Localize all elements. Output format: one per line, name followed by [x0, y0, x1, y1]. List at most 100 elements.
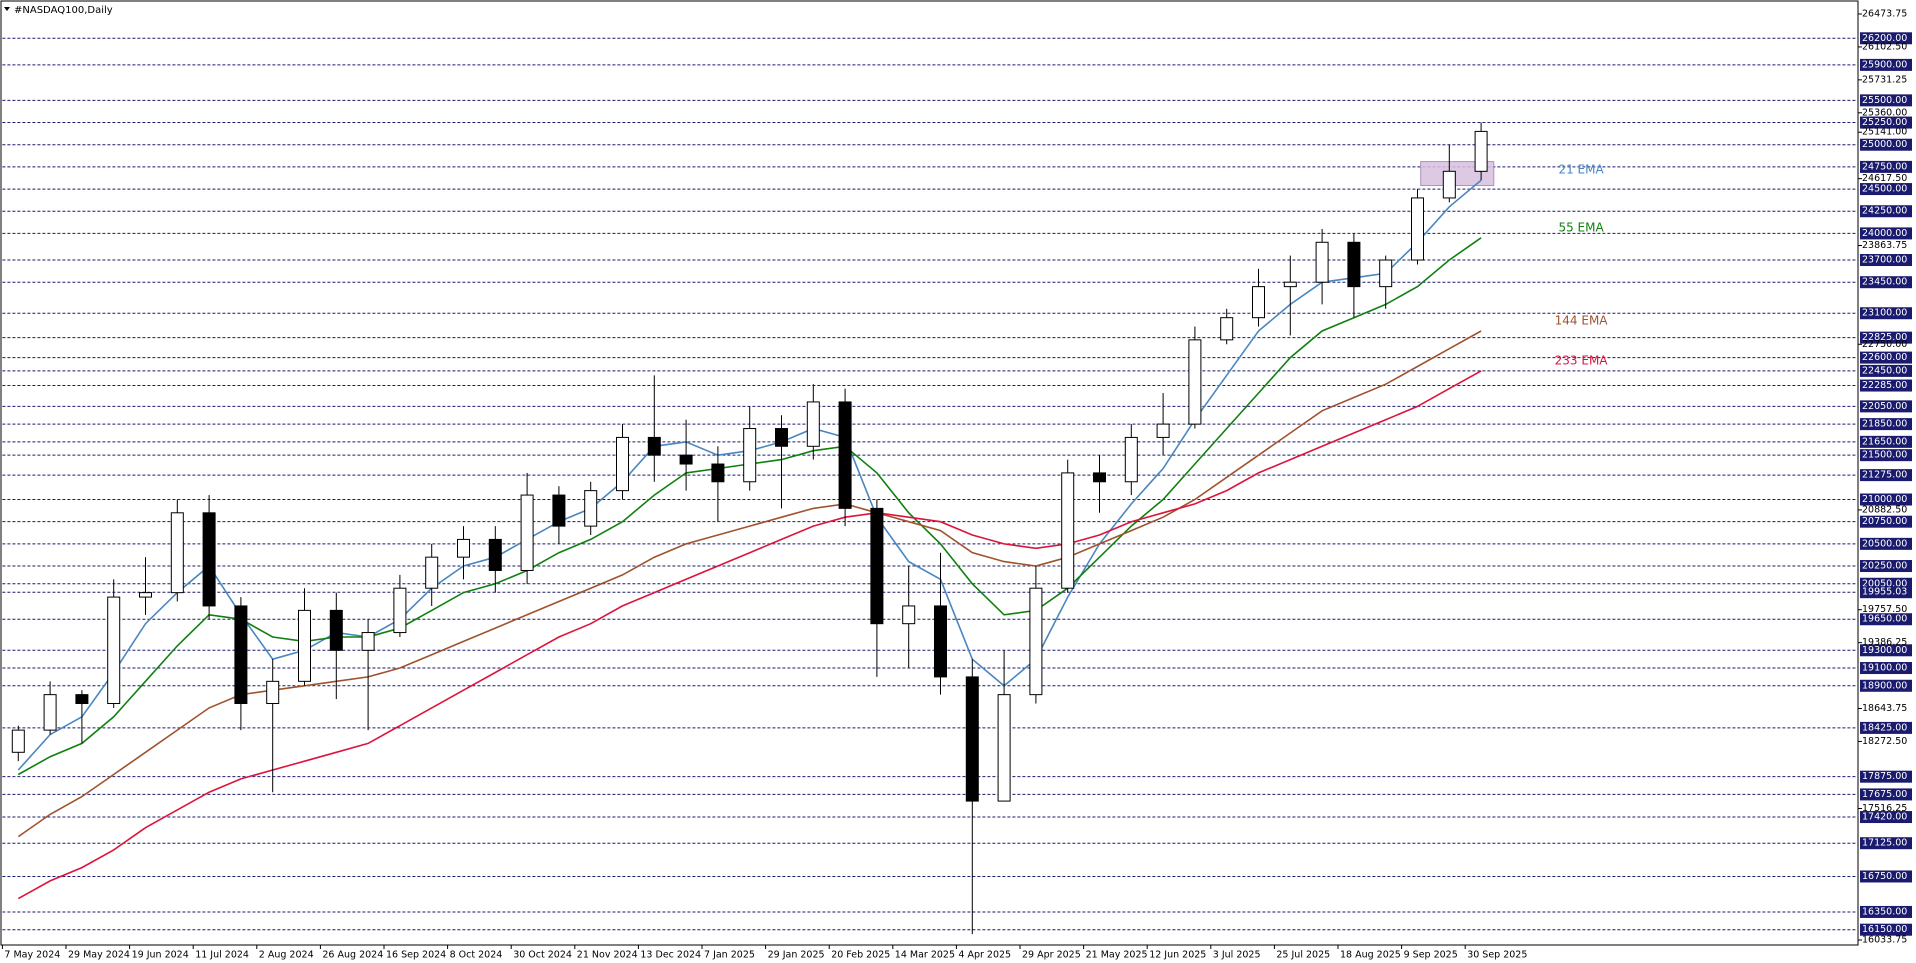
candle-body: [902, 605, 916, 625]
level-label-box: [1860, 770, 1912, 783]
x-tick-label: 21 May 2025: [1086, 950, 1148, 961]
candle-body: [43, 694, 57, 731]
candle-body: [1283, 281, 1297, 288]
candle-body: [584, 490, 598, 527]
x-tick-label: 19 Jun 2024: [132, 950, 189, 961]
plot-frame: [0, 0, 1859, 946]
level-label-box: [1860, 644, 1912, 657]
level-label-box: [1860, 537, 1912, 550]
y-tick-label: 26102.50: [1862, 41, 1907, 52]
candle-body: [1315, 241, 1329, 283]
candle-body: [107, 596, 121, 705]
y-tick-label: 23863.75: [1862, 240, 1907, 251]
level-label-box: [1860, 205, 1912, 218]
x-tick-label: 14 Mar 2025: [895, 950, 955, 961]
candle-body: [1347, 241, 1361, 288]
candle-body: [234, 605, 248, 705]
level-label-box: [1860, 227, 1912, 240]
candle-body: [997, 694, 1011, 802]
x-tick-label: 25 Jul 2025: [1276, 950, 1330, 961]
candle-body: [298, 609, 311, 682]
candle-body: [934, 605, 947, 678]
candle-body: [1442, 170, 1456, 199]
level-label: 19955.03: [1862, 587, 1907, 598]
ema-label: 144 EMA: [1555, 313, 1609, 327]
level-label-box: [1860, 307, 1912, 320]
title-arrow: [4, 7, 10, 11]
x-tick-label: 2 Aug 2024: [259, 950, 314, 961]
level-label: 19100.00: [1862, 663, 1907, 674]
x-tick-label: 7 Jan 2025: [704, 950, 755, 961]
x-tick-label: 8 Oct 2024: [450, 950, 503, 961]
y-tick-label: 20882.50: [1862, 504, 1907, 515]
x-tick-label: 13 Dec 2024: [640, 950, 701, 961]
candle-body: [616, 436, 629, 492]
level-label-box: [1860, 811, 1912, 824]
level-label: 23100.00: [1862, 308, 1907, 319]
x-tick-label: 9 Sep 2025: [1404, 950, 1458, 961]
x-tick-label: 12 Jun 2025: [1149, 950, 1206, 961]
level-label-box: [1860, 493, 1912, 506]
candle-body: [1252, 286, 1265, 319]
level-label: 20250.00: [1862, 561, 1907, 572]
y-tick-label: 24617.50: [1862, 173, 1907, 184]
y-tick-label: 18643.75: [1862, 703, 1907, 714]
level-label: 21275.00: [1862, 470, 1907, 481]
candle-body: [647, 436, 661, 456]
candle-body: [806, 401, 820, 447]
ema-label: 21 EMA: [1558, 163, 1604, 177]
candle-body: [552, 494, 566, 527]
candle-body: [520, 494, 534, 571]
level-label: 24750.00: [1862, 161, 1907, 172]
x-tick-label: 16 Sep 2024: [386, 950, 446, 961]
level-label-box: [1860, 679, 1912, 692]
level-label-box: [1860, 469, 1912, 482]
level-label: 18900.00: [1862, 680, 1907, 691]
level-label: 22600.00: [1862, 352, 1907, 363]
level-label-box: [1860, 32, 1912, 45]
level-label: 25900.00: [1862, 59, 1907, 70]
level-label: 22285.00: [1862, 380, 1907, 391]
candle-body: [329, 609, 343, 651]
x-tick-label: 7 May 2024: [4, 950, 60, 961]
y-tick-label: 22750.00: [1862, 339, 1907, 350]
level-label-box: [1860, 837, 1912, 850]
candle-body: [679, 454, 693, 465]
candle-body: [870, 507, 884, 625]
level-label: 21500.00: [1862, 450, 1907, 461]
candle-body: [711, 463, 725, 483]
candle-body: [361, 632, 375, 651]
level-label-box: [1860, 788, 1912, 801]
y-tick-label: 19386.25: [1862, 637, 1907, 648]
candle-body: [1029, 587, 1043, 696]
level-label-box: [1860, 58, 1912, 71]
level-label-box: [1860, 94, 1912, 107]
level-label-box: [1860, 870, 1912, 883]
level-label-box: [1860, 276, 1912, 289]
candle-body: [1220, 317, 1234, 341]
y-tick-label: 26473.75: [1862, 9, 1907, 20]
level-label: 18425.00: [1862, 722, 1907, 733]
x-tick-label: 29 Jan 2025: [768, 950, 825, 961]
y-tick-label: 16033.75: [1862, 935, 1907, 946]
level-label: 24250.00: [1862, 206, 1907, 217]
level-label-box: [1860, 379, 1912, 392]
level-label: 21000.00: [1862, 494, 1907, 505]
level-label: 19650.00: [1862, 614, 1907, 625]
x-tick-label: 18 Aug 2025: [1340, 950, 1401, 961]
y-tick-label: 25731.25: [1862, 74, 1907, 85]
candle-body: [1156, 423, 1170, 438]
level-label: 17675.00: [1862, 789, 1907, 800]
level-label-box: [1860, 449, 1912, 462]
candle-body: [743, 428, 757, 483]
y-tick-label: 17516.25: [1862, 803, 1907, 814]
level-label: 19300.00: [1862, 645, 1907, 656]
ema-label: 55 EMA: [1558, 220, 1604, 234]
level-label: 24000.00: [1862, 228, 1907, 239]
ema-line: [17, 330, 1482, 838]
candle-body: [393, 587, 407, 634]
level-label: 25250.00: [1862, 117, 1907, 128]
x-tick-label: 21 Nov 2024: [577, 950, 638, 961]
candle-body: [1093, 472, 1106, 483]
candle-body: [1124, 436, 1138, 483]
